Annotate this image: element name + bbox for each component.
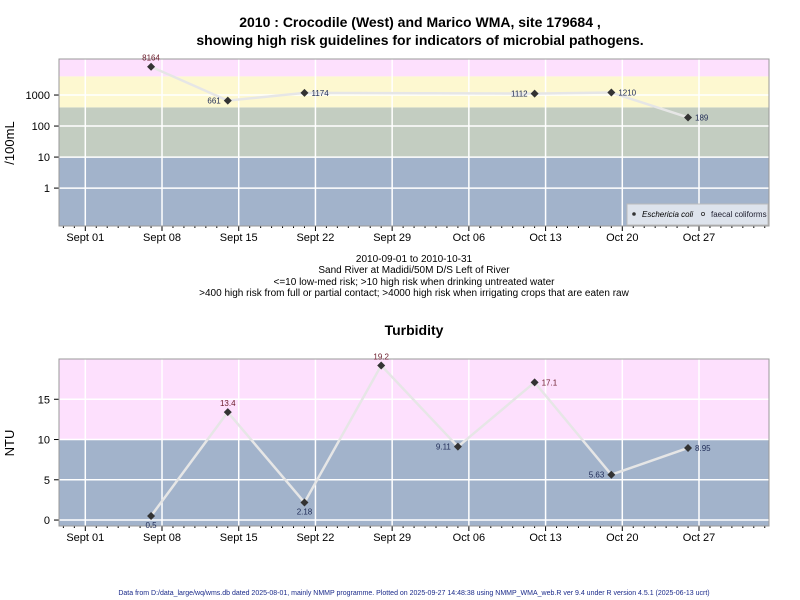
x-tick-label: Sept 08: [143, 532, 181, 544]
data-label: 19.2: [373, 352, 389, 361]
data-label: 5.63: [589, 471, 605, 480]
y-tick-label: 10: [38, 152, 50, 164]
x-tick-label: Oct 13: [529, 232, 561, 244]
turbidity-panel: Sept 01 Sept 08 Sept 15 Sept 22 Sept 29 Oct 0…: [2, 352, 770, 544]
plot-frame: [58, 358, 770, 527]
data-point: [223, 408, 232, 417]
series-line: [150, 65, 689, 119]
data-point: [684, 443, 693, 452]
x-tick-label: Sept 15: [220, 532, 258, 544]
turbidity-title: Turbidity: [385, 322, 444, 338]
data-label: 1210: [618, 88, 636, 97]
data-point: [147, 512, 156, 521]
data-point: [147, 62, 156, 71]
date-range: 2010-09-01 to 2010-10-31: [356, 254, 473, 265]
data-label: 9.11: [436, 443, 452, 452]
plot-frame: [58, 58, 770, 227]
data-point: [377, 361, 386, 370]
chart-title-line1: 2010 : Crocodile (West) and Marico WMA, …: [239, 14, 601, 30]
y-axis-label: NTU: [2, 430, 17, 457]
x-tick-label: Sept 01: [66, 232, 104, 244]
legend-label-ecoli: Eschericia coli: [642, 210, 693, 219]
x-tick-label: Sept 15: [220, 232, 258, 244]
x-tick-label: Oct 20: [606, 232, 638, 244]
data-point: [607, 470, 616, 479]
data-point: [607, 88, 616, 97]
x-tick-label: Sept 08: [143, 232, 181, 244]
y-tick-label: 15: [38, 394, 50, 406]
data-point: [684, 113, 693, 122]
x-tick-label: Oct 13: [529, 532, 561, 544]
data-label: 8164: [142, 54, 160, 63]
y-tick-label: 100: [32, 121, 50, 133]
data-label: 2.18: [297, 507, 313, 516]
x-tick-label: Oct 06: [453, 232, 485, 244]
data-label: 1112: [511, 90, 528, 99]
legend-marker-faecal: [701, 211, 706, 216]
x-tick-label: Oct 27: [683, 532, 715, 544]
data-label: 17.1: [542, 378, 558, 387]
legend-marker-ecoli: [632, 212, 636, 216]
data-point: [530, 89, 539, 98]
x-tick-label: Sept 22: [296, 532, 334, 544]
data-label: 0.5: [145, 521, 157, 530]
x-tick-label: Sept 01: [66, 532, 104, 544]
risk-band: [59, 107, 769, 158]
data-label: 1174: [311, 89, 329, 98]
x-tick-label: Oct 20: [606, 532, 638, 544]
x-tick-label: Oct 27: [683, 232, 715, 244]
y-tick-label: 1000: [26, 90, 50, 102]
data-point: [530, 378, 539, 387]
footer-note: Data from D:/data_large/wq/wms.db dated …: [118, 590, 709, 597]
x-tick-label: Sept 22: [296, 232, 334, 244]
risk-band: [59, 439, 769, 526]
x-tick-label: Oct 06: [453, 532, 485, 544]
risk-band: [59, 76, 769, 108]
guideline-contact: >400 high risk from full or partial cont…: [199, 288, 629, 299]
y-tick-label: 5: [44, 475, 50, 487]
data-label: 13.4: [220, 399, 236, 408]
data-point: [300, 88, 309, 97]
x-tick-label: Sept 29: [373, 232, 411, 244]
guideline-drinking: <=10 low-med risk; >10 high risk when dr…: [274, 277, 556, 288]
data-label: 661: [207, 97, 221, 106]
data-point: [223, 96, 232, 105]
site-description: Sand River at Madidi/50M D/S Left of Riv…: [318, 265, 510, 276]
y-tick-label: 0: [44, 515, 50, 527]
y-tick-label: 10: [38, 435, 50, 447]
x-tick-label: Sept 29: [373, 532, 411, 544]
microbial-panel: Sept 01 Sept 08 Sept 15 Sept 22 Sept 29 Oct 0…: [2, 54, 770, 244]
risk-band: [59, 59, 769, 77]
data-point: [453, 442, 462, 451]
legend-label-faecal: faecal coliforms: [711, 210, 767, 219]
y-tick-label: 1: [44, 183, 50, 195]
y-axis-label: /100mL: [2, 121, 17, 164]
data-point: [300, 498, 309, 507]
legend-box: [626, 203, 769, 226]
legend: Eschericia coli faecal coliforms: [626, 203, 769, 226]
series-line: [150, 363, 689, 517]
chart-title-line2: showing high risk guidelines for indicat…: [196, 32, 643, 48]
data-label: 8.95: [695, 444, 711, 453]
data-label: 189: [695, 113, 709, 122]
